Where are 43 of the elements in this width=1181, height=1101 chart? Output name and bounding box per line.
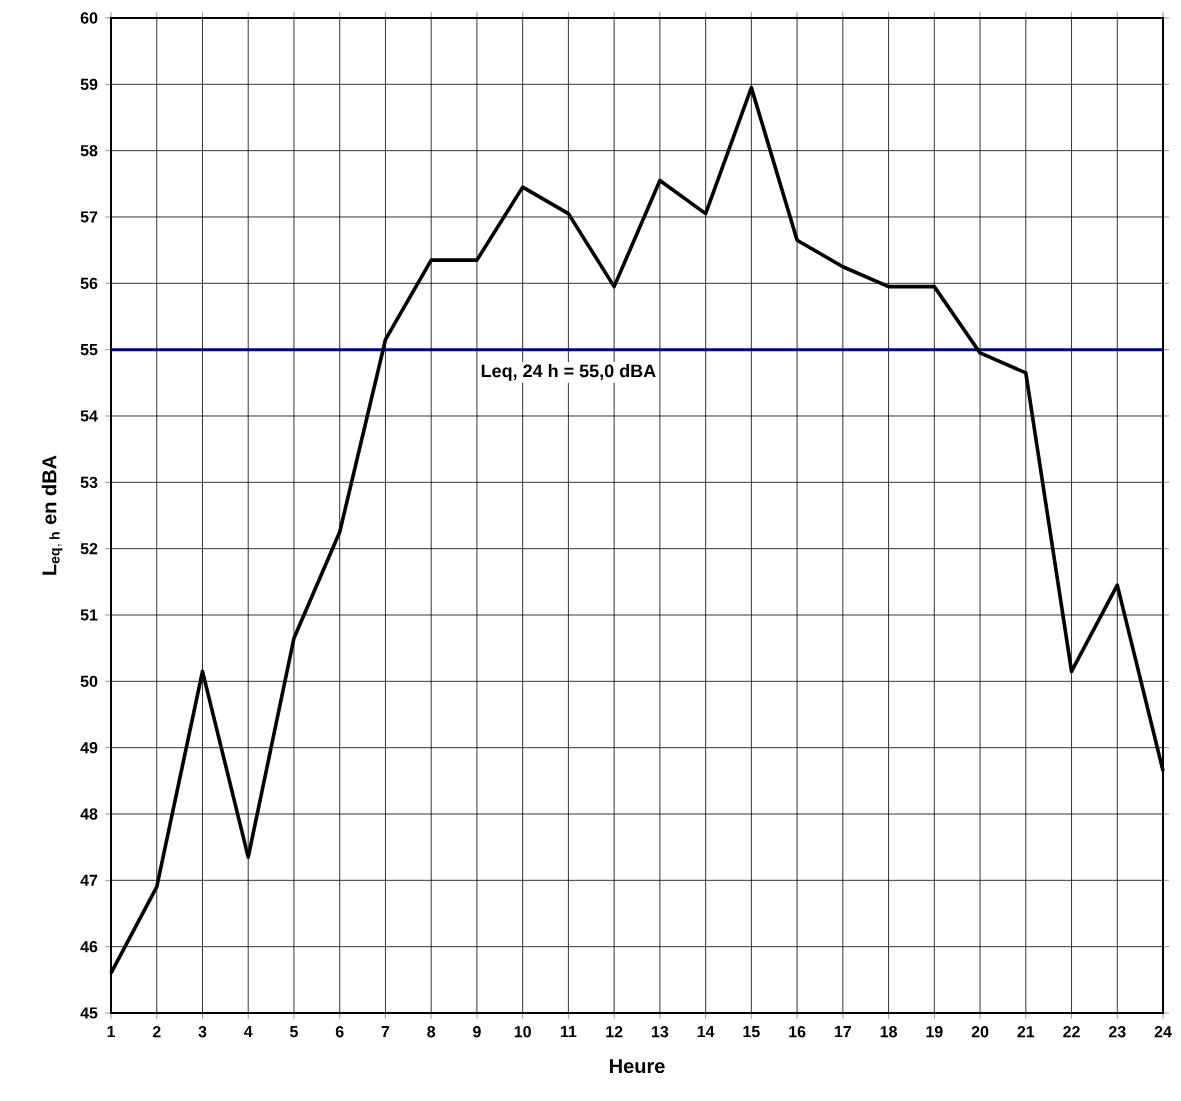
y-axis-title: $\mathbf{L_{eq,\,h}\ en\ dBA}$: [41, 455, 63, 575]
y-tick-label: 55: [80, 344, 98, 356]
x-tick-label: 15: [743, 1026, 760, 1038]
x-tick-label: 17: [834, 1026, 852, 1038]
y-tick-label: 60: [80, 12, 98, 24]
x-tick-label: 8: [427, 1026, 436, 1038]
y-tick-label: 51: [80, 609, 98, 621]
x-tick-label: 10: [514, 1026, 531, 1038]
y-tick-label: 45: [80, 1007, 98, 1019]
y-tick-label: 48: [80, 808, 98, 820]
x-tick-label: 9: [473, 1026, 481, 1038]
x-tick-label: 4: [244, 1026, 253, 1038]
x-tick-label: 1: [107, 1026, 115, 1038]
x-tick-label: 14: [697, 1026, 715, 1038]
y-tick-label: 54: [80, 410, 98, 422]
x-tick-label: 5: [290, 1026, 298, 1038]
x-tick-label: 11: [560, 1026, 577, 1038]
x-tick-label: 16: [789, 1026, 806, 1038]
x-tick-label: 23: [1108, 1026, 1126, 1038]
x-tick-label: 12: [606, 1026, 623, 1038]
x-tick-label: 18: [880, 1026, 897, 1038]
x-tick-label: 3: [198, 1026, 207, 1038]
x-tick-label: 22: [1063, 1026, 1080, 1038]
x-tick-label: 7: [381, 1026, 390, 1038]
y-tick-label: 52: [80, 543, 98, 555]
y-tick-label: 58: [80, 144, 98, 157]
x-tick-label: 2: [152, 1026, 161, 1038]
y-tick-label: 50: [80, 675, 98, 687]
x-tick-label: 6: [335, 1026, 344, 1038]
y-tick-label: 49: [80, 742, 98, 754]
y-tick-label: 59: [80, 78, 98, 90]
ref-line-label: Leq, 24 h = 55,0 dBA: [481, 364, 656, 381]
y-tick-label: 46: [80, 941, 98, 953]
y-tick-label: 57: [80, 211, 98, 223]
y-tick-label: 47: [80, 874, 98, 886]
x-tick-label: 13: [651, 1026, 669, 1038]
x-axis-title: Heure: [610, 1059, 665, 1074]
y-tick-label: 53: [80, 476, 98, 489]
x-tick-label: 21: [1017, 1026, 1035, 1038]
y-tick-label: 56: [80, 277, 98, 289]
x-tick-label: 24: [1154, 1026, 1172, 1038]
x-tick-label: 19: [926, 1026, 943, 1038]
x-tick-label: 20: [971, 1026, 989, 1038]
